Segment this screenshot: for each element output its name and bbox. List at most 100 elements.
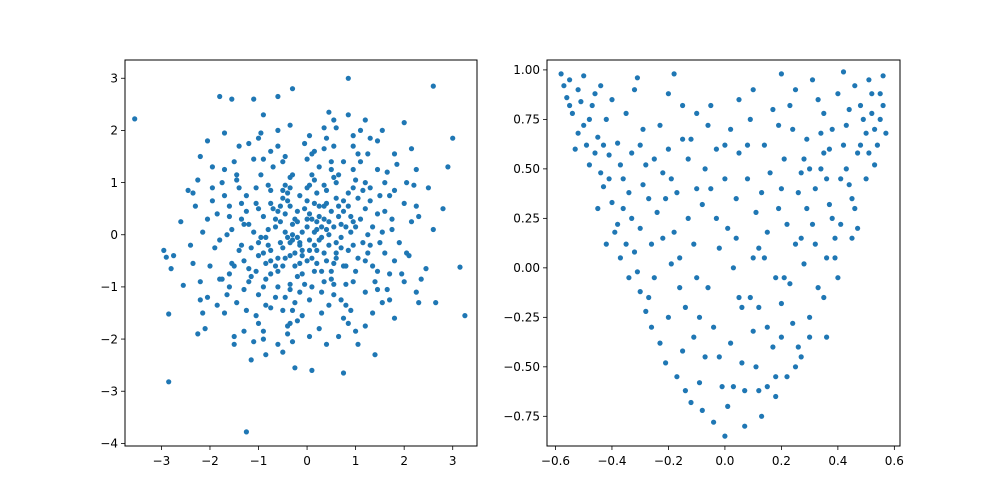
scatter-point — [345, 247, 351, 253]
scatter-point — [829, 126, 835, 132]
scatter-point — [289, 307, 296, 313]
scatter-point — [773, 275, 779, 281]
scatter-point — [268, 148, 274, 154]
scatter-point — [846, 106, 852, 113]
scatter-point — [382, 180, 388, 186]
scatter-point — [778, 186, 785, 192]
scatter-point — [304, 156, 310, 162]
scatter-point — [719, 384, 725, 390]
scatter-point — [379, 229, 385, 235]
scatter-point — [362, 117, 368, 123]
scatter-point — [309, 367, 315, 373]
scatter-point — [634, 75, 641, 81]
scatter-point — [331, 143, 337, 149]
scatter-point — [821, 294, 827, 301]
scatter-point — [275, 268, 281, 274]
scatter-point — [739, 360, 745, 366]
scatter-point — [637, 142, 643, 148]
y-tick-label: 0.50 — [513, 162, 540, 176]
scatter-point — [705, 285, 711, 291]
scatter-point — [694, 275, 700, 281]
scatter-point — [345, 112, 351, 118]
scatter-point — [302, 206, 308, 212]
scatter-point — [321, 250, 327, 256]
scatter-point — [236, 185, 242, 191]
scatter-point — [321, 279, 327, 285]
scatter-point — [294, 234, 300, 240]
scatter-point — [733, 235, 739, 241]
scatter-point — [770, 106, 776, 113]
scatter-point — [287, 203, 293, 209]
left-scatter-plot: −3 −2 −1 0 1 2 3 −4 −3 −2 −1 0 1 2 3 — [100, 59, 478, 468]
scatter-point — [238, 200, 245, 206]
scatter-point — [569, 110, 576, 116]
scatter-point — [328, 166, 334, 173]
scatter-point — [598, 83, 604, 89]
scatter-point — [248, 357, 254, 363]
scatter-point — [238, 216, 245, 222]
scatter-point — [243, 429, 249, 435]
scatter-point — [289, 237, 296, 243]
scatter-point — [234, 172, 240, 178]
scatter-point — [874, 142, 881, 148]
scatter-point — [855, 150, 861, 156]
x-tick-label: 0.6 — [885, 454, 904, 468]
scatter-point — [287, 253, 293, 259]
scatter-point — [336, 333, 342, 340]
scatter-point — [255, 292, 262, 298]
scatter-point — [241, 258, 247, 264]
scatter-point — [790, 320, 796, 326]
scatter-point — [357, 216, 364, 222]
scatter-point — [229, 226, 235, 233]
scatter-point — [688, 136, 694, 142]
scatter-point — [333, 195, 339, 201]
scatter-point — [263, 302, 269, 308]
scatter-point — [331, 281, 337, 287]
scatter-point — [418, 276, 424, 282]
scatter-point — [302, 140, 308, 147]
scatter-point — [713, 215, 720, 221]
x-tick-label: 0.4 — [828, 454, 847, 468]
scatter-point — [272, 263, 279, 269]
scatter-point — [236, 247, 242, 253]
scatter-point — [728, 340, 734, 346]
scatter-point — [328, 276, 334, 282]
scatter-point — [374, 166, 381, 173]
scatter-point — [677, 255, 683, 261]
scatter-point — [399, 271, 405, 277]
scatter-point — [321, 182, 327, 188]
scatter-point — [265, 242, 271, 248]
scatter-point — [801, 261, 807, 267]
scatter-point — [883, 130, 889, 136]
scatter-point — [634, 269, 641, 275]
scatter-point — [353, 224, 359, 230]
scatter-point — [880, 73, 886, 79]
scatter-point — [319, 289, 325, 295]
scatter-point — [696, 380, 703, 386]
x-tick-label: 0.0 — [715, 454, 734, 468]
scatter-point — [668, 176, 674, 182]
scatter-point — [202, 326, 208, 332]
x-tick-label: −1 — [250, 454, 268, 468]
scatter-point — [166, 311, 172, 317]
scatter-point — [263, 352, 269, 358]
y-tick-label: −0.75 — [503, 410, 540, 424]
scatter-point — [581, 122, 587, 128]
scatter-point — [589, 102, 595, 109]
y-tick-label: 1 — [110, 176, 118, 190]
scatter-point — [195, 331, 201, 337]
scatter-point — [263, 276, 269, 282]
scatter-point — [340, 263, 347, 269]
y-tick-label: 3 — [110, 71, 118, 85]
y-tick-label: −1 — [100, 280, 118, 294]
scatter-point — [285, 234, 291, 240]
scatter-point — [716, 245, 722, 251]
scatter-point — [880, 102, 886, 109]
scatter-point — [840, 142, 847, 148]
scatter-point — [643, 308, 649, 314]
scatter-point — [265, 226, 271, 233]
scatter-point — [338, 221, 344, 227]
scatter-point — [818, 166, 824, 172]
scatter-point — [631, 249, 638, 255]
scatter-point — [739, 304, 745, 310]
